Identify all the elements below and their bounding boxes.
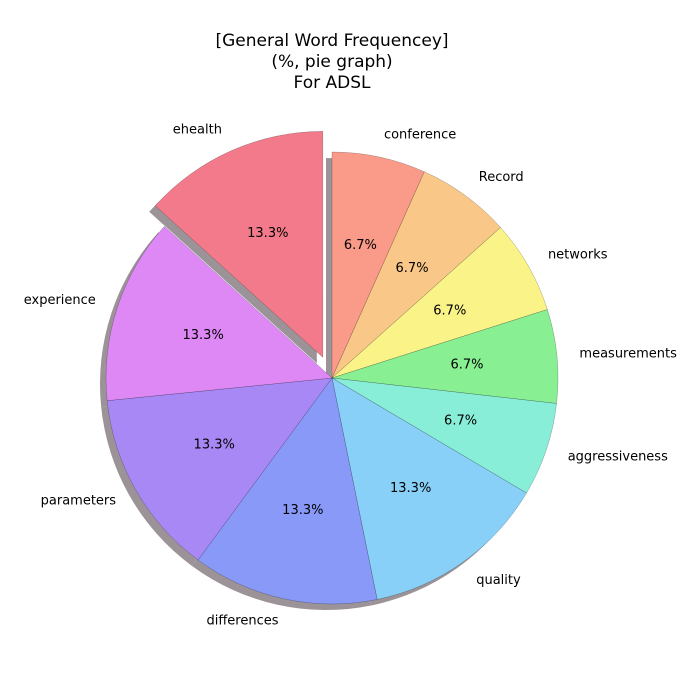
chart-title-line-2: (%, pie graph) [271, 52, 392, 72]
slice-pct-label-experience: 13.3% [183, 328, 224, 343]
slice-pct-label-conference: 6.7% [344, 238, 377, 253]
slice-label-conference: conference [384, 127, 456, 142]
slice-experience [105, 226, 333, 401]
slice-ehealth [154, 131, 324, 358]
chart-title-line-1: [General Word Frequencey] [215, 31, 448, 51]
slice-parameters [106, 377, 333, 561]
slice-label-parameters: parameters [41, 494, 117, 509]
slice-quality [331, 377, 527, 600]
slice-label-record: Record [479, 170, 524, 185]
slice-pct-label-aggressiveness: 6.7% [444, 414, 477, 429]
slice-aggressiveness [331, 377, 557, 494]
slice-pct-label-differences: 13.3% [282, 503, 323, 518]
slice-pct-label-ehealth: 13.3% [247, 226, 288, 241]
slice-networks [331, 227, 548, 379]
chart-title-line-3: For ADSL [294, 73, 371, 93]
slice-label-networks: networks [548, 247, 608, 262]
slice-record [331, 171, 501, 379]
slice-label-measurements: measurements [579, 346, 677, 361]
slice-label-quality: quality [476, 573, 521, 588]
slice-pct-label-measurements: 6.7% [450, 357, 483, 372]
slice-labels: conference 6.7% Record 6.7% networks 6.7% meas… [24, 123, 677, 629]
slice-measurements [331, 309, 559, 404]
slice-pct-label-parameters: 13.3% [194, 438, 235, 453]
slice-label-experience: experience [24, 293, 96, 308]
slice-conference [331, 151, 425, 379]
slice-label-ehealth: ehealth [173, 123, 222, 138]
slice-label-aggressiveness: aggressiveness [568, 450, 668, 465]
slice-pct-label-networks: 6.7% [433, 303, 466, 318]
slice-label-differences: differences [206, 613, 278, 628]
slice-pct-label-record: 6.7% [396, 261, 429, 276]
slices [105, 131, 559, 605]
slice-differences [197, 377, 378, 605]
slice-pct-label-quality: 13.3% [390, 481, 431, 496]
